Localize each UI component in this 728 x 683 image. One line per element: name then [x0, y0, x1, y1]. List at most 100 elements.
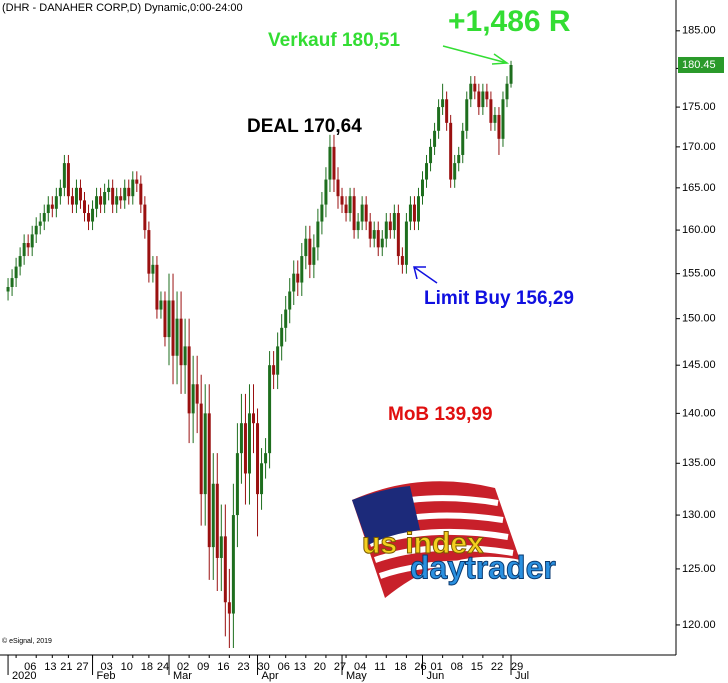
limit-arrow [413, 266, 438, 284]
candle-body [425, 163, 429, 180]
candle-body [300, 256, 304, 283]
candle-body [46, 204, 50, 214]
candle-body [340, 196, 344, 205]
x-tick-label: 13 [294, 661, 306, 673]
month-label: Feb [97, 670, 116, 682]
candle-body [30, 234, 34, 248]
candle-body [416, 196, 420, 222]
month-label: Jun [427, 670, 445, 682]
candle-body [247, 413, 251, 474]
candle-body [163, 300, 167, 338]
candle-body [66, 163, 70, 197]
y-tick-label: 185.00 [682, 25, 716, 37]
candle-body [99, 196, 103, 205]
candle-body [292, 273, 296, 292]
candle-body [268, 365, 272, 454]
last-price-box [678, 56, 724, 73]
candle-body [396, 213, 400, 257]
y-tick-label: 175.00 [682, 101, 716, 113]
sell-annotation: Verkauf 180,51 [268, 30, 400, 51]
candle-body [408, 204, 412, 222]
candle-body [195, 384, 199, 404]
candle-body [34, 225, 38, 235]
candle-body [489, 99, 493, 123]
candle-body [107, 187, 111, 193]
candle-body [115, 196, 119, 205]
candle-body [276, 346, 280, 375]
candle-body [344, 204, 348, 214]
x-tick-label: 10 [121, 661, 133, 673]
candle-body [376, 230, 380, 248]
candle-body [473, 83, 477, 92]
candle-body [421, 179, 424, 197]
month-label: 2020 [12, 670, 36, 682]
logo-text: us index [362, 527, 484, 560]
candle-body [429, 146, 433, 164]
month-label: Mar [173, 670, 192, 682]
candle-body [304, 238, 308, 257]
x-tick-label: 04 [354, 661, 366, 673]
y-tick-label: 125.00 [682, 563, 716, 575]
candle-body [505, 83, 509, 100]
candle-body [288, 291, 292, 310]
candle-body [260, 463, 264, 495]
candle-body [239, 423, 243, 454]
candle-body [308, 238, 312, 265]
candle-body [211, 483, 215, 548]
candle-body [332, 146, 336, 180]
candle-body [481, 91, 485, 108]
candle-body [392, 213, 396, 231]
candle-body [135, 179, 139, 184]
candle-body [10, 278, 14, 288]
candle-body [372, 230, 376, 239]
x-tick-label: 18 [394, 661, 406, 673]
candle-body [235, 453, 239, 516]
y-tick-label: 135.00 [682, 457, 716, 469]
candle-body [445, 99, 449, 123]
candle-body [223, 536, 227, 603]
profit-annotation: +1,486 R [448, 5, 571, 38]
x-tick-label: 08 [451, 661, 463, 673]
candle-body [348, 196, 352, 214]
month-label: May [346, 670, 367, 682]
candle-body [412, 204, 416, 222]
candle-body [199, 403, 203, 495]
candle-body [280, 327, 284, 347]
candle-body [54, 196, 58, 209]
candle-body [324, 179, 328, 205]
candle-body [147, 230, 151, 274]
candle-body [320, 204, 324, 222]
x-tick-label: 27 [334, 661, 346, 673]
x-tick-label: 18 [141, 661, 153, 673]
candle-body [328, 146, 332, 180]
x-tick-label: 20 [314, 661, 326, 673]
candle-body [449, 122, 453, 180]
x-tick-label: 29 [511, 661, 523, 673]
candle-body [207, 413, 211, 548]
candle-body [179, 318, 183, 366]
copyright: © eSignal, 2019 [2, 637, 52, 645]
candle-body [175, 318, 179, 356]
candle-body [26, 243, 30, 248]
candle-body [284, 309, 288, 328]
flag-canton [352, 486, 420, 545]
y-tick-label: 155.00 [682, 268, 716, 280]
last-price-label: 180.45 [682, 59, 716, 71]
y-tick-label: 160.00 [682, 224, 716, 236]
candle-body [78, 187, 82, 201]
candle-body [296, 273, 300, 283]
candle-body [364, 204, 368, 222]
month-label: Jul [515, 670, 529, 682]
x-tick-label: 13 [44, 661, 56, 673]
x-tick-label: 15 [471, 661, 483, 673]
candle-body [74, 187, 78, 205]
candle-body [70, 196, 74, 205]
candle-body [368, 221, 372, 239]
x-tick-label: 02 [177, 661, 189, 673]
candle-body [151, 264, 155, 274]
candle-body [485, 91, 489, 100]
candle-body [360, 204, 364, 222]
x-tick-label: 30 [257, 661, 269, 673]
y-tick-label: 165.00 [682, 182, 716, 194]
